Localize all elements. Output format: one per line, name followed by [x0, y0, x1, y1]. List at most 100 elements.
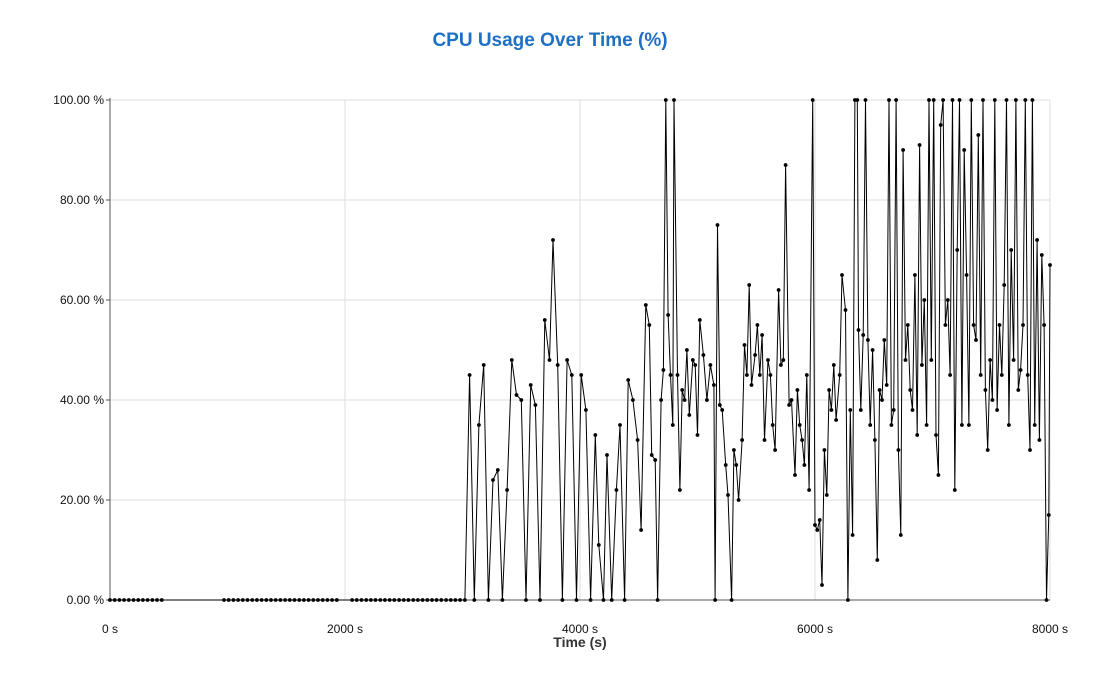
data-point: [957, 98, 962, 102]
data-point: [793, 473, 797, 477]
data-point: [848, 408, 853, 412]
data-point: [255, 598, 259, 602]
data-point: [720, 408, 725, 412]
data-point: [868, 423, 873, 427]
data-point: [655, 598, 660, 602]
data-point: [924, 423, 929, 427]
data-point: [943, 323, 948, 327]
data-point: [434, 598, 439, 602]
data-point: [141, 598, 145, 602]
data-point: [760, 333, 764, 337]
data-point: [668, 373, 673, 377]
data-point: [524, 598, 528, 602]
data-point: [444, 598, 448, 602]
data-point: [913, 273, 917, 277]
data-point: [672, 98, 676, 102]
data-point: [717, 403, 722, 407]
data-point: [519, 398, 524, 402]
data-point: [647, 323, 652, 327]
data-point: [491, 478, 495, 482]
data-point: [687, 413, 692, 417]
data-point: [472, 598, 477, 602]
data-point: [350, 598, 354, 602]
data-point: [283, 598, 287, 602]
data-point: [927, 98, 931, 102]
data-point: [378, 598, 383, 602]
data-point: [614, 488, 619, 492]
data-point: [401, 598, 406, 602]
data-point: [112, 598, 117, 602]
x-tick-label: 6000 s: [797, 622, 833, 636]
data-point: [875, 558, 880, 562]
data-point: [222, 598, 226, 602]
data-point: [259, 598, 264, 602]
y-tick-label: 40.00 %: [60, 393, 104, 407]
data-point: [533, 403, 538, 407]
data-point: [680, 388, 685, 392]
data-point: [240, 598, 245, 602]
data-point: [887, 98, 891, 102]
data-point: [126, 598, 131, 602]
data-point: [565, 358, 569, 362]
data-point: [795, 388, 800, 392]
data-point: [316, 598, 320, 602]
data-point: [983, 388, 988, 392]
data-point: [430, 598, 434, 602]
data-point: [712, 383, 716, 387]
data-point: [705, 398, 709, 402]
data-point: [1042, 323, 1046, 327]
data-point: [273, 598, 278, 602]
data-point: [596, 543, 601, 547]
data-point: [117, 598, 122, 602]
y-tick-label: 20.00 %: [60, 493, 104, 507]
data-point: [1018, 368, 1023, 372]
tick-labels: 0.00 % 20.00 % 40.00 % 60.00 % 80.00 % 100.00…: [53, 93, 1068, 636]
data-point: [245, 598, 250, 602]
data-point: [495, 468, 500, 472]
data-point: [250, 598, 255, 602]
cpu-points: [108, 98, 1052, 602]
data-point: [755, 323, 760, 327]
y-tick-label: 0.00 %: [67, 593, 105, 607]
data-point: [500, 598, 505, 602]
data-point: [560, 598, 565, 602]
data-point: [701, 353, 706, 357]
y-tick-label: 100.00 %: [53, 93, 104, 107]
data-point: [962, 148, 967, 152]
data-point: [969, 98, 974, 102]
data-point: [236, 598, 241, 602]
data-point: [411, 598, 416, 602]
data-point: [631, 398, 635, 402]
data-point: [622, 598, 627, 602]
data-point: [302, 598, 306, 602]
data-point: [1048, 263, 1052, 267]
data-point: [903, 358, 908, 362]
data-point: [392, 598, 397, 602]
data-point: [453, 598, 458, 602]
data-point: [762, 438, 767, 442]
data-point: [1002, 283, 1007, 287]
data-point: [896, 448, 901, 452]
data-point: [936, 473, 941, 477]
data-point: [884, 383, 889, 387]
data-point: [159, 598, 164, 602]
data-point: [976, 133, 981, 137]
data-point: [297, 598, 302, 602]
data-point: [320, 598, 325, 602]
data-point: [757, 373, 762, 377]
data-point: [383, 598, 387, 602]
data-point: [713, 598, 717, 602]
data-point: [952, 488, 957, 492]
data-point: [948, 373, 952, 377]
data-point: [269, 598, 273, 602]
data-point: [810, 98, 815, 102]
data-point: [787, 403, 791, 407]
data-point: [950, 98, 955, 102]
data-point: [768, 373, 773, 377]
data-point: [1030, 98, 1035, 102]
data-point: [685, 348, 689, 352]
x-tick-label: 4000 s: [562, 622, 598, 636]
data-point: [387, 598, 392, 602]
data-point: [264, 598, 269, 602]
data-point: [831, 363, 836, 367]
